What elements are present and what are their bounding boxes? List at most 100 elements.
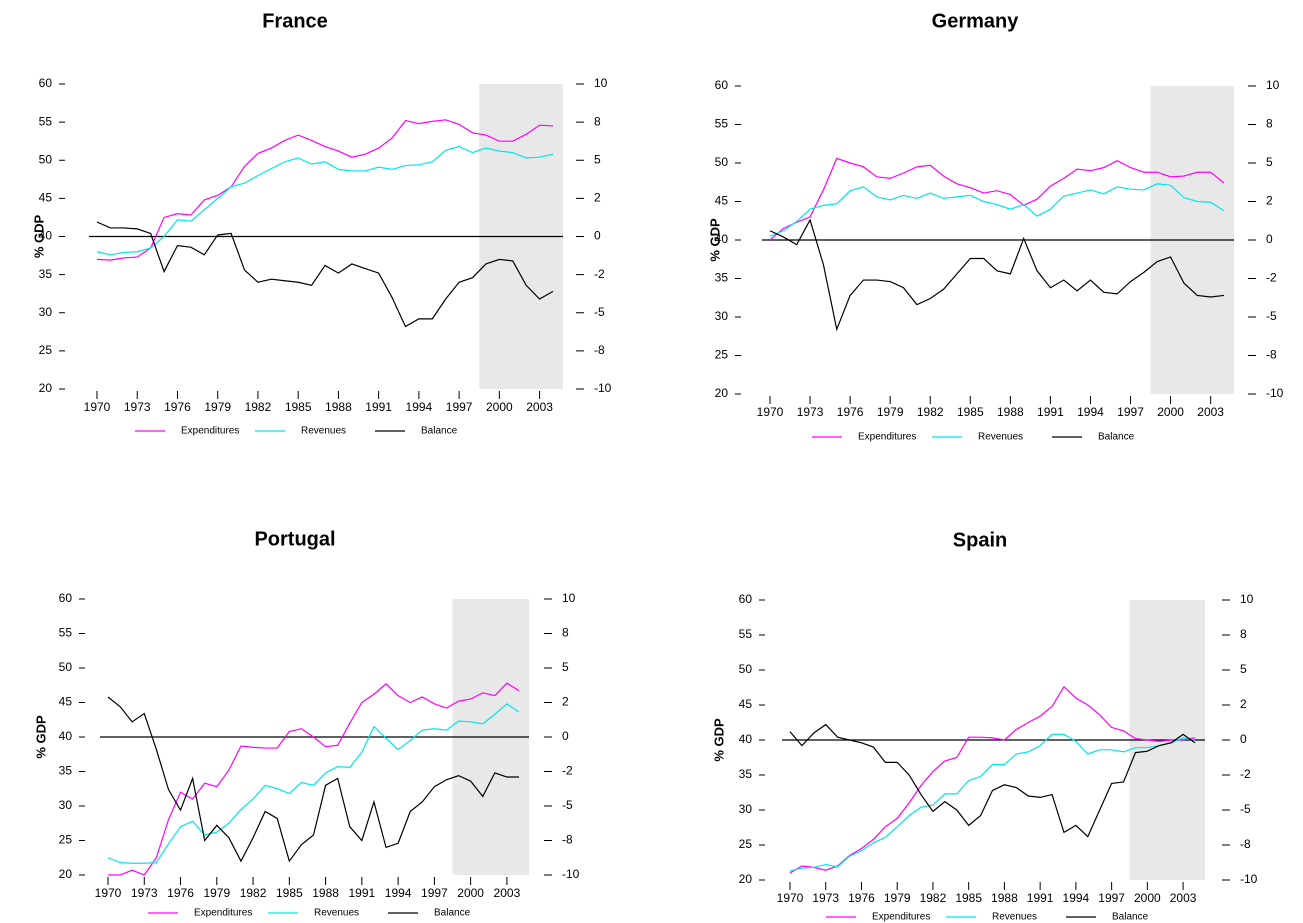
series-line bbox=[108, 682, 520, 876]
x-tick-label: 1985 bbox=[276, 886, 303, 900]
y2-tick-label: 10 bbox=[1240, 592, 1254, 606]
y2-tick-label: 0 bbox=[1266, 232, 1273, 246]
x-tick-label: 1988 bbox=[997, 405, 1024, 419]
chart-title: Germany bbox=[932, 10, 1020, 32]
y2-tick-label: 5 bbox=[562, 660, 569, 674]
panel: Portugal% GDP202530354045505560-10-8-5-2… bbox=[33, 528, 579, 918]
y-tick-label: 35 bbox=[715, 271, 729, 285]
y-tick-label: 55 bbox=[59, 626, 73, 640]
x-tick-label: 1985 bbox=[957, 405, 984, 419]
x-tick-label: 1997 bbox=[1117, 405, 1144, 419]
y2-tick-label: 10 bbox=[594, 76, 608, 90]
x-tick-label: 1979 bbox=[203, 886, 230, 900]
legend-label: Revenues bbox=[301, 426, 346, 437]
legend-label: Balance bbox=[1098, 432, 1135, 443]
y-tick-label: 45 bbox=[739, 697, 753, 711]
y2-tick-label: -2 bbox=[1266, 271, 1277, 285]
legend-label: Revenues bbox=[314, 908, 359, 919]
x-tick-label: 1982 bbox=[240, 886, 267, 900]
panel: Spain% GDP202530354045505560-10-8-5-2025… bbox=[711, 529, 1257, 922]
legend-label: Expenditures bbox=[194, 908, 252, 919]
chart-title: Portugal bbox=[254, 528, 335, 550]
y2-tick-label: 5 bbox=[1240, 662, 1247, 676]
y-tick-label: 50 bbox=[715, 155, 729, 169]
y-tick-label: 60 bbox=[39, 76, 53, 90]
y2-tick-label: -8 bbox=[1240, 837, 1251, 851]
x-tick-label: 1991 bbox=[365, 400, 392, 414]
x-tick-label: 1988 bbox=[312, 886, 339, 900]
y2-tick-label: -8 bbox=[594, 343, 605, 357]
x-tick-label: 1988 bbox=[991, 891, 1018, 905]
y2-tick-label: 0 bbox=[1240, 732, 1247, 746]
series-line bbox=[789, 685, 1196, 874]
x-tick-label: 1991 bbox=[349, 886, 376, 900]
x-tick-label: 2000 bbox=[457, 886, 484, 900]
y2-tick-label: 0 bbox=[562, 729, 569, 743]
y2-tick-label: -10 bbox=[562, 867, 580, 881]
y-tick-label: 60 bbox=[59, 591, 73, 605]
legend-label: Expenditures bbox=[872, 912, 930, 923]
x-tick-label: 2003 bbox=[526, 400, 553, 414]
panel: Germany% GDP202530354045505560-10-8-5-20… bbox=[707, 10, 1283, 442]
x-tick-label: 1973 bbox=[797, 405, 824, 419]
y2-tick-label: 2 bbox=[562, 695, 569, 709]
y2-tick-label: -5 bbox=[1266, 309, 1277, 323]
x-tick-label: 1994 bbox=[406, 400, 433, 414]
series-line bbox=[107, 703, 520, 864]
y-tick-label: 20 bbox=[59, 867, 73, 881]
y-tick-label: 60 bbox=[715, 78, 729, 92]
y-tick-label: 30 bbox=[39, 305, 53, 319]
y-tick-label: 40 bbox=[739, 732, 753, 746]
x-tick-label: 2000 bbox=[486, 400, 513, 414]
y2-tick-label: -5 bbox=[594, 305, 605, 319]
legend-label: Balance bbox=[434, 908, 471, 919]
x-tick-label: 1988 bbox=[325, 400, 352, 414]
x-tick-label: 1976 bbox=[167, 886, 194, 900]
x-tick-label: 1979 bbox=[877, 405, 904, 419]
x-tick-label: 1970 bbox=[777, 891, 804, 905]
chart-title: France bbox=[262, 10, 328, 32]
y-tick-label: 55 bbox=[39, 114, 53, 128]
y2-tick-label: 2 bbox=[1266, 194, 1273, 208]
y2-tick-label: -10 bbox=[1266, 386, 1284, 400]
x-tick-label: 1997 bbox=[446, 400, 473, 414]
x-tick-label: 1994 bbox=[1063, 891, 1090, 905]
legend-label: Expenditures bbox=[181, 426, 239, 437]
x-tick-label: 1970 bbox=[95, 886, 122, 900]
y-tick-label: 35 bbox=[739, 767, 753, 781]
y2-tick-label: -10 bbox=[594, 381, 612, 395]
x-tick-label: 2003 bbox=[1197, 405, 1224, 419]
y2-tick-label: -8 bbox=[562, 833, 573, 847]
y2-tick-label: -8 bbox=[1266, 348, 1277, 362]
y-tick-label: 30 bbox=[739, 802, 753, 816]
y-tick-label: 25 bbox=[59, 833, 73, 847]
x-tick-label: 1976 bbox=[837, 405, 864, 419]
x-tick-label: 1997 bbox=[1098, 891, 1125, 905]
x-tick-label: 1991 bbox=[1027, 891, 1054, 905]
legend-label: Balance bbox=[1112, 912, 1149, 923]
chart-title: Spain bbox=[953, 529, 1007, 551]
y-axis-label: % GDP bbox=[33, 715, 48, 759]
y2-tick-label: -2 bbox=[1240, 767, 1251, 781]
x-tick-label: 2000 bbox=[1134, 891, 1161, 905]
x-tick-label: 1970 bbox=[84, 400, 111, 414]
y2-tick-label: 8 bbox=[1266, 117, 1273, 131]
x-tick-label: 1979 bbox=[204, 400, 231, 414]
y-tick-label: 30 bbox=[59, 798, 73, 812]
x-tick-label: 1982 bbox=[245, 400, 272, 414]
y2-tick-label: -10 bbox=[1240, 872, 1258, 886]
y2-tick-label: -5 bbox=[1240, 802, 1251, 816]
y2-tick-label: 2 bbox=[594, 191, 601, 205]
y-tick-label: 50 bbox=[59, 660, 73, 674]
series-line bbox=[769, 157, 1225, 241]
y2-tick-label: 8 bbox=[594, 114, 601, 128]
series-line bbox=[769, 218, 1225, 332]
y-tick-label: 50 bbox=[739, 662, 753, 676]
series-line bbox=[107, 696, 519, 863]
y-tick-label: 35 bbox=[59, 764, 73, 778]
series-line bbox=[789, 733, 1196, 872]
y-tick-label: 25 bbox=[739, 837, 753, 851]
series-line bbox=[96, 119, 554, 261]
x-tick-label: 2003 bbox=[1170, 891, 1197, 905]
